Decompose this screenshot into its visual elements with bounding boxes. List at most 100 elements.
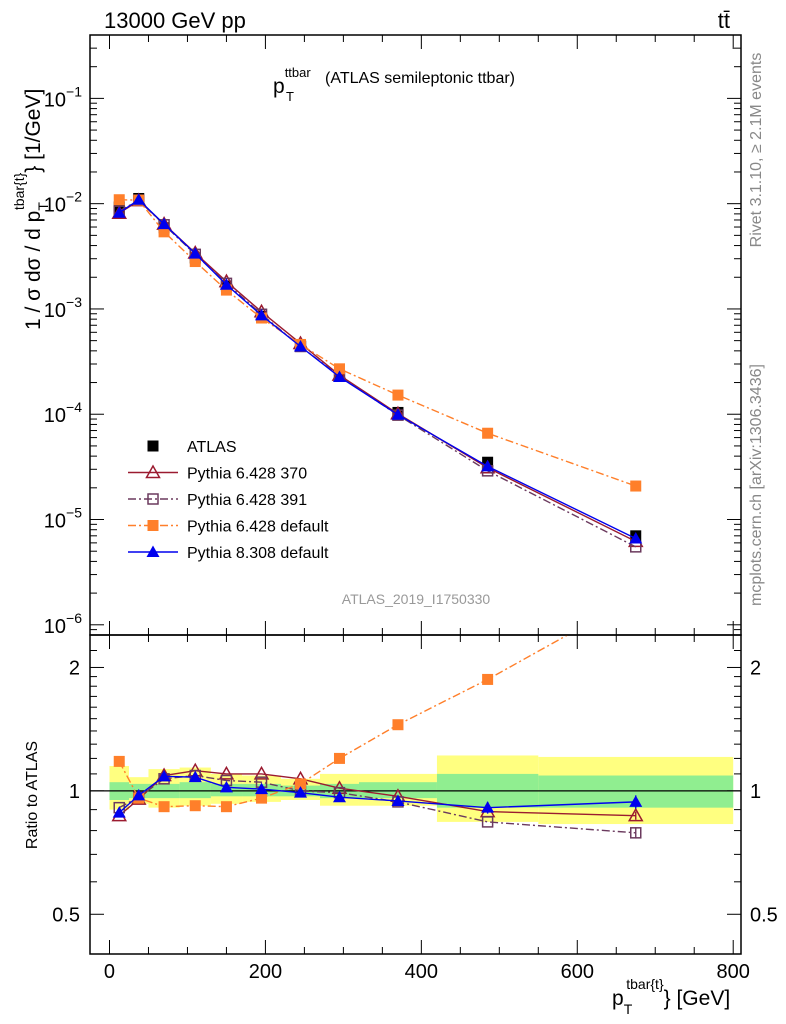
ratio-series-2-point — [256, 792, 268, 804]
mcplots-label: mcplots.cern.ch [arXiv:1306.3436] — [748, 364, 765, 606]
legend-entry-1-label: Pythia 6.428 370 — [187, 466, 307, 483]
main-series-4-point — [332, 370, 346, 382]
header-collision-label: 13000 GeV pp — [104, 8, 246, 33]
main-series-3-point — [113, 194, 125, 206]
main-series-4-point — [219, 278, 233, 290]
ratio-uncertainty-bands — [109, 755, 734, 825]
main-title-p: p — [273, 75, 285, 98]
main-series-4-point — [391, 408, 405, 420]
main-series-4-point — [112, 206, 126, 218]
ratio-y-tick-label-right: 1 — [750, 781, 761, 803]
main-y-tick-label: 10−2 — [44, 189, 82, 217]
ratio-series-3-point — [294, 786, 308, 798]
ratio-series-0-point — [627, 807, 644, 822]
legend-entry-1-marker — [145, 464, 161, 479]
ratio-series-3-point — [629, 795, 643, 807]
ratio-y-label: Ratio to ATLAS — [24, 741, 41, 849]
main-y-tick-label-exp: −3 — [66, 294, 82, 310]
legend-entry-2: Pythia 6.428 391 — [128, 492, 307, 509]
main-series-4-point — [188, 247, 202, 259]
main-y-tick-label-base: 10 — [44, 89, 66, 111]
main-y-axis: 10−610−510−410−310−210−1 — [44, 34, 741, 638]
ratio-series-2-point — [220, 801, 232, 813]
ratio-x-tick-label: 600 — [561, 961, 594, 983]
legend-entry-0-label: ATLAS — [187, 439, 237, 456]
ratio-y-axis: 0.5 0.5 1 1 2 2 — [52, 634, 778, 955]
ratio-series-3-point — [481, 801, 495, 813]
main-series-4 — [112, 193, 643, 544]
main-y-tick-label: 10−6 — [44, 610, 82, 638]
main-y-label-suffix: } [1/GeV] — [22, 89, 45, 173]
main-series-4-point — [132, 193, 146, 205]
main-title-rest: (ATLAS semileptonic ttbar) — [325, 70, 515, 87]
main-title-sub: T — [286, 89, 294, 104]
legend-entry-2-label: Pythia 6.428 391 — [187, 492, 307, 509]
legend-entry-4-label: Pythia 8.308 default — [187, 545, 329, 562]
ratio-series-2-point — [392, 719, 404, 731]
main-y-tick-label-base: 10 — [44, 195, 66, 217]
legend-entry-4-marker — [146, 545, 160, 557]
band-inner — [179, 782, 211, 799]
main-y-tick-label-base: 10 — [44, 511, 66, 533]
main-series-3-point — [482, 427, 494, 439]
main-series-4-point — [157, 217, 171, 230]
ratio-panel: 0.5 0.51 12 2 0 200 400 600 800 Ratio to ATLAS … — [24, 634, 778, 1017]
main-title: pttbar T — [273, 65, 311, 104]
main-y-tick-label: 10−1 — [44, 83, 82, 111]
main-series-3-point — [333, 363, 345, 375]
legend-entry-3-label: Pythia 6.428 default — [187, 519, 329, 536]
legend-entry-3: Pythia 6.428 default — [128, 519, 329, 536]
main-y-tick-label: 10−3 — [44, 294, 82, 322]
header-process-label: tt̄ — [718, 8, 730, 33]
ratio-y-tick-label-left: 0.5 — [52, 904, 80, 926]
main-y-tick-label-exp: −2 — [66, 189, 82, 205]
ratio-series-2-point — [113, 755, 125, 767]
ratio-x-label-prefix: p — [612, 987, 624, 1010]
ratio-y-tick-label-right: 0.5 — [750, 904, 778, 926]
ratio-series-2-point — [482, 673, 494, 685]
main-y-label-sup: tbar{t} — [11, 172, 27, 210]
main-series-3-point — [158, 226, 170, 238]
main-y-tick-label-exp: −5 — [66, 505, 82, 521]
main-series-3-point — [189, 256, 201, 268]
ratio-x-axis: 0 200 400 600 800 — [104, 635, 750, 983]
main-series-4-point — [481, 459, 495, 472]
ratio-frame — [89, 634, 742, 955]
ratio-y-tick-label-left: 1 — [69, 781, 80, 803]
ratio-series-2-point — [158, 801, 170, 813]
main-series-3-point — [392, 389, 404, 401]
main-y-tick-label: 10−4 — [44, 399, 82, 427]
main-y-tick-label-base: 10 — [44, 300, 66, 322]
ratio-x-label-sup: tbar{t} — [626, 976, 664, 992]
main-series-4-point — [629, 532, 643, 544]
main-series-4-point — [255, 308, 269, 321]
main-y-tick-label-exp: −6 — [66, 610, 82, 626]
ratio-marks — [111, 635, 644, 839]
ratio-x-tick-label: 400 — [405, 961, 438, 983]
main-marks — [111, 192, 644, 553]
main-series-3-line — [119, 199, 636, 487]
main-series-3-point — [220, 284, 232, 296]
legend-entry-1: Pythia 6.428 370 — [128, 464, 307, 483]
ratio-x-label-suffix: } [GeV] — [664, 987, 731, 1010]
ratio-series-3-point — [332, 790, 346, 803]
ratio-series-3-point — [188, 770, 202, 783]
main-y-label-prefix: 1 / σ dσ / d p — [22, 211, 45, 330]
legend-entry-0-marker — [147, 440, 159, 452]
ratio-series-3-point — [112, 806, 126, 818]
ratio-series-3-point — [132, 788, 146, 801]
ratio-y-tick-label-right: 2 — [750, 657, 761, 679]
ratio-series-3-point — [255, 782, 269, 795]
ratio-series-1-line — [118, 774, 636, 834]
legend-entry-4: Pythia 8.308 default — [128, 545, 329, 562]
ratio-x-label-sub: T — [624, 1001, 633, 1017]
ratio-series-1-point — [629, 827, 642, 839]
ratio-series-1-point — [481, 816, 494, 828]
main-title-sup: ttbar — [285, 65, 312, 80]
ratio-series-2-point — [333, 752, 345, 764]
main-y-tick-label-exp: −4 — [66, 399, 82, 415]
main-y-label: 1 / σ dσ / d pTtbar{t}} [1/GeV] — [11, 89, 51, 330]
main-y-tick-label-base: 10 — [44, 616, 66, 638]
ratio-y-tick-label-left: 2 — [69, 657, 80, 679]
